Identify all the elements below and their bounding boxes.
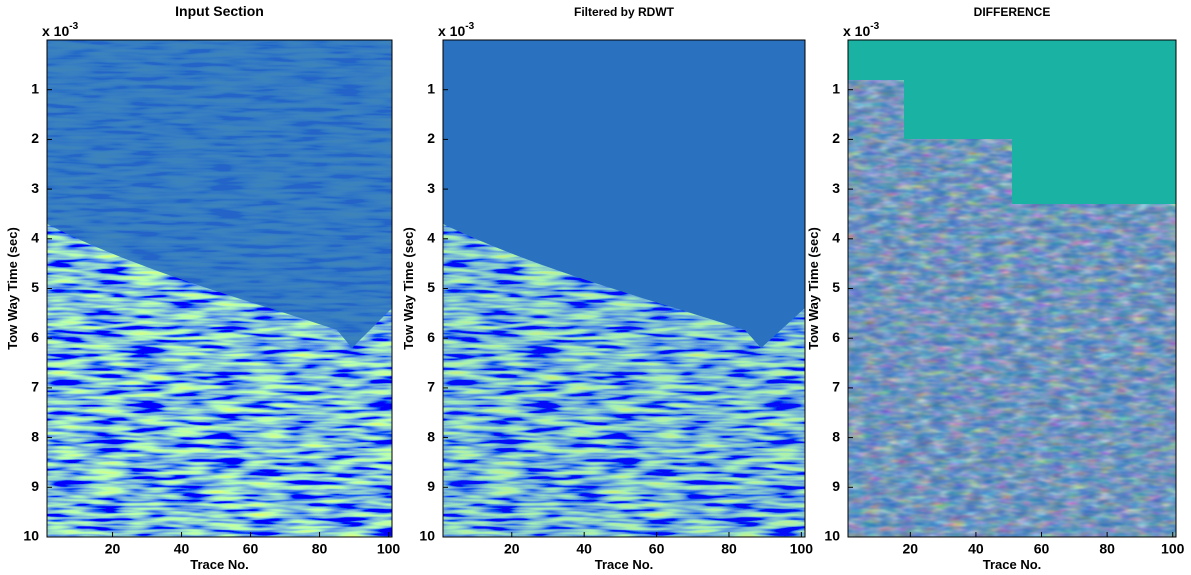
y-tick-label: 3 [31,180,39,196]
y-tick-label: 6 [427,329,435,345]
x-tick-label: 40 [968,541,984,557]
x-tick-label: 60 [1034,541,1050,557]
y-tick-label: 8 [427,428,435,444]
y-tick-label: 8 [31,428,39,444]
y-scale-base: x 10 [438,23,465,39]
y-tick-label: 7 [832,379,840,395]
y-tick-label: 1 [427,80,435,96]
chart-title: DIFFERENCE [974,5,1051,19]
y-tick-label: 3 [427,180,435,196]
y-axis-label: Tow Way Time (sec) [401,227,416,350]
x-tick-label: 80 [312,541,328,557]
x-tick-label: 20 [504,541,520,557]
y-tick-label: 6 [31,329,39,345]
y-tick-label: 3 [832,180,840,196]
y-tick-label: 5 [31,279,39,295]
seismic-image [848,40,1176,537]
y-tick-label: 10 [824,528,840,544]
y-tick-label: 2 [427,130,435,146]
y-tick-label: 5 [427,279,435,295]
x-tick-label: 60 [649,541,665,557]
seismic-image [443,40,805,537]
chart-title: Input Section [175,3,264,19]
x-tick-label: 20 [105,541,121,557]
y-tick-label: 9 [832,478,840,494]
y-tick-label: 1 [832,80,840,96]
x-tick-label: 100 [790,541,814,557]
seismic-image [47,40,392,537]
y-axis-label: Tow Way Time (sec) [5,227,20,350]
y-tick-label: 8 [832,428,840,444]
y-tick-label: 4 [832,230,840,246]
x-tick-label: 40 [174,541,190,557]
y-tick-label: 10 [419,528,435,544]
y-tick-label: 1 [31,80,39,96]
x-tick-label: 100 [1161,541,1185,557]
y-scale-exponent: -3 [69,21,78,32]
y-tick-label: 4 [31,230,39,246]
y-tick-label: 7 [31,379,39,395]
y-tick-label: 10 [23,528,39,544]
y-tick-label: 2 [832,130,840,146]
y-tick-label: 7 [427,379,435,395]
x-tick-label: 40 [576,541,592,557]
x-axis-label: Trace No. [190,557,249,572]
y-scale-exponent: -3 [465,21,474,32]
y-tick-label: 5 [832,279,840,295]
y-scale-base: x 10 [843,23,870,39]
y-tick-label: 9 [427,478,435,494]
y-axis-label: Tow Way Time (sec) [806,227,821,350]
x-tick-label: 60 [243,541,259,557]
x-tick-label: 20 [903,541,919,557]
chart-title: Filtered by RDWT [574,5,675,19]
y-tick-label: 6 [832,329,840,345]
y-scale-base: x 10 [42,23,69,39]
y-tick-label: 9 [31,478,39,494]
x-tick-label: 80 [1099,541,1115,557]
y-scale-exponent: -3 [870,21,879,32]
y-tick-label: 4 [427,230,435,246]
y-tick-label: 2 [31,130,39,146]
x-tick-label: 80 [721,541,737,557]
x-tick-label: 100 [377,541,401,557]
x-axis-label: Trace No. [595,557,654,572]
y-scale-factor: x 10-3 [843,21,880,39]
y-scale-factor: x 10-3 [42,21,79,39]
y-scale-factor: x 10-3 [438,21,475,39]
x-axis-label: Trace No. [983,557,1042,572]
